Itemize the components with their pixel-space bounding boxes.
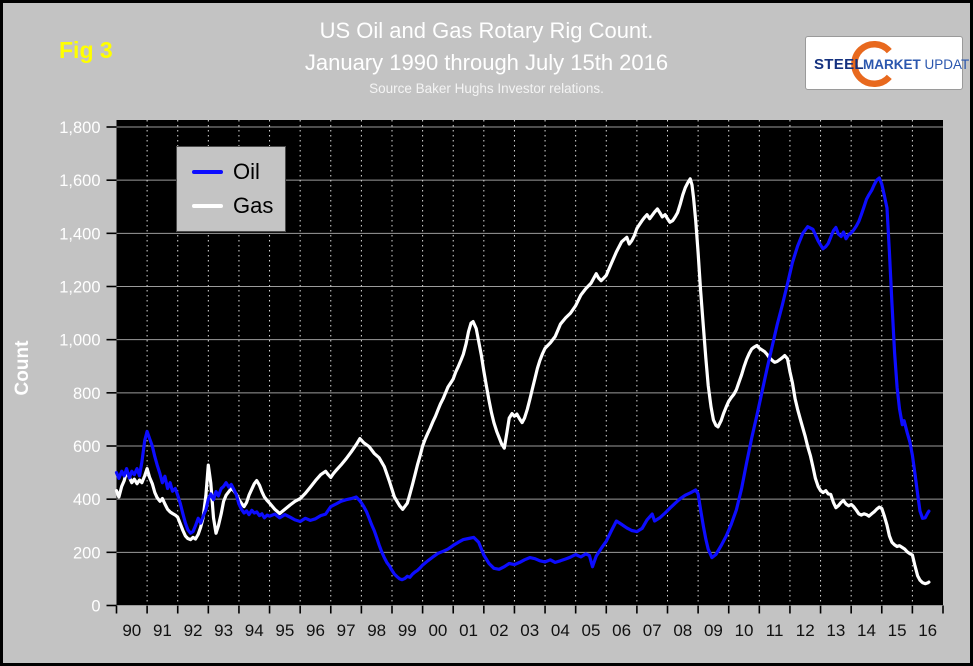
x-tick-label: 13	[826, 621, 845, 640]
logo-crescent-icon	[851, 41, 892, 87]
logo-word-market-update: MARKET UPDATE	[863, 57, 973, 72]
chart-title-line2: January 1990 through July 15th 2016	[304, 50, 669, 75]
x-tick-label: 02	[490, 621, 509, 640]
x-tick-label: 15	[888, 621, 907, 640]
y-tick-label: 400	[73, 491, 101, 509]
x-tick-label: 06	[612, 621, 631, 640]
y-tick-label: 1,200	[59, 279, 100, 297]
series-line-oil	[114, 176, 931, 582]
chart-source-note: Source Baker Hughs Investor relations.	[369, 81, 604, 96]
y-tick-label: 1,800	[59, 119, 100, 137]
y-axis-title: Count	[12, 340, 33, 396]
legend-swatch-oil	[192, 170, 223, 174]
y-tick-label: 1,600	[59, 172, 100, 190]
x-tick-label: 96	[306, 621, 325, 640]
x-tick-label: 05	[582, 621, 601, 640]
x-tick-label: 01	[459, 621, 478, 640]
x-tick-label: 11	[766, 621, 784, 640]
x-tick-label: 00	[428, 621, 447, 640]
x-tick-label: 93	[214, 621, 233, 640]
x-tick-label: 09	[704, 621, 723, 640]
x-tick-label: 99	[398, 621, 417, 640]
x-tick-label: 92	[184, 621, 203, 640]
legend-label-gas: Gas	[233, 193, 274, 218]
y-tick-label: 200	[73, 544, 101, 562]
x-tick-label: 98	[367, 621, 386, 640]
y-tick-label: 600	[73, 438, 101, 456]
x-tick-label: 97	[337, 621, 356, 640]
logo-word-steel: STEEL	[814, 56, 864, 73]
steel-market-update-logo: STEEL MARKET UPDATE	[805, 36, 970, 90]
legend-entry-gas: Gas	[192, 195, 281, 217]
chart-title-line1: US Oil and Gas Rotary Rig Count.	[319, 18, 654, 43]
x-tick-label: 16	[918, 621, 937, 640]
y-tick-label: 800	[73, 385, 101, 403]
legend-entry-oil: Oil	[192, 161, 281, 183]
y-tick-label: 1,000	[59, 332, 100, 350]
x-tick-label: 12	[796, 621, 815, 640]
x-tick-label: 94	[245, 621, 264, 640]
x-tick-label: 14	[857, 621, 876, 640]
y-tick-label: 1,400	[59, 225, 100, 243]
logo-word-market: MARKET	[863, 57, 921, 72]
x-tick-label: 95	[275, 621, 294, 640]
x-tick-label: 08	[673, 621, 692, 640]
x-tick-label: 07	[643, 621, 662, 640]
y-tick-label: 0	[91, 598, 100, 616]
legend-swatch-gas	[192, 204, 223, 208]
legend-label-oil: Oil	[233, 159, 260, 184]
logo-word-update: UPDATE	[924, 57, 973, 72]
chart-legend: Oil Gas	[176, 146, 286, 232]
x-tick-label: 10	[735, 621, 754, 640]
x-tick-label: 04	[551, 621, 570, 640]
figure-number-label: Fig 3	[59, 37, 113, 63]
x-tick-label: 90	[122, 621, 141, 640]
x-tick-label: 03	[520, 621, 539, 640]
rig-count-chart-canvas: 02004006008001,0001,2001,4001,6001,80090…	[59, 119, 944, 640]
chart-title-block: US Oil and Gas Rotary Rig Count. January…	[3, 15, 970, 97]
x-tick-label: 91	[153, 621, 172, 640]
